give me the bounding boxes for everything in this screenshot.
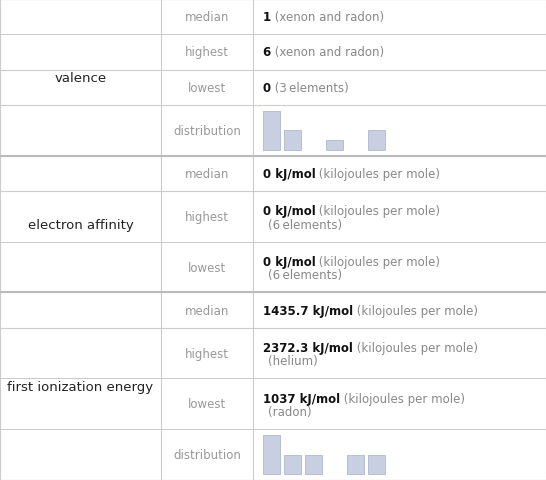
Text: 1435.7 kJ/mol: 1435.7 kJ/mol [263,304,353,317]
Text: highest: highest [185,347,229,360]
Text: (xenon and radon): (xenon and radon) [271,11,384,24]
Text: 6: 6 [263,47,271,60]
Text: lowest: lowest [188,261,226,274]
Text: (kilojoules per mole): (kilojoules per mole) [353,341,478,354]
Text: 1: 1 [263,11,271,24]
Text: (xenon and radon): (xenon and radon) [271,47,384,60]
Bar [368,131,385,151]
Text: 1037 kJ/mol: 1037 kJ/mol [263,392,340,405]
Bar [263,435,280,474]
Text: 0: 0 [263,82,271,95]
Text: 0 kJ/mol: 0 kJ/mol [263,255,316,268]
Text: highest: highest [185,47,229,60]
Text: (kilojoules per mole): (kilojoules per mole) [340,392,465,405]
Text: median: median [185,168,229,180]
Text: 0 kJ/mol: 0 kJ/mol [263,205,316,218]
Text: distribution: distribution [173,124,241,137]
Text: (radon): (radon) [268,405,312,418]
Text: (6 elements): (6 elements) [268,218,342,231]
Text: valence: valence [55,72,106,84]
Text: (kilojoules per mole): (kilojoules per mole) [353,304,478,317]
Text: (3 elements): (3 elements) [271,82,348,95]
Text: lowest: lowest [188,397,226,410]
Bar [305,455,322,474]
Text: electron affinity: electron affinity [28,218,133,231]
Text: (kilojoules per mole): (kilojoules per mole) [316,205,441,218]
Bar [326,141,343,151]
Text: (kilojoules per mole): (kilojoules per mole) [316,255,441,268]
Text: 0 kJ/mol: 0 kJ/mol [263,168,316,180]
Bar [368,455,385,474]
Text: 2372.3 kJ/mol: 2372.3 kJ/mol [263,341,353,354]
Bar [263,111,280,151]
Text: (kilojoules per mole): (kilojoules per mole) [316,168,441,180]
Bar [284,455,301,474]
Bar [284,131,301,151]
Text: lowest: lowest [188,82,226,95]
Text: median: median [185,304,229,317]
Text: first ionization energy: first ionization energy [8,380,153,393]
Text: median: median [185,11,229,24]
Text: highest: highest [185,210,229,223]
Bar [347,455,364,474]
Text: (6 elements): (6 elements) [268,269,342,282]
Text: distribution: distribution [173,448,241,461]
Text: (helium): (helium) [268,355,318,368]
